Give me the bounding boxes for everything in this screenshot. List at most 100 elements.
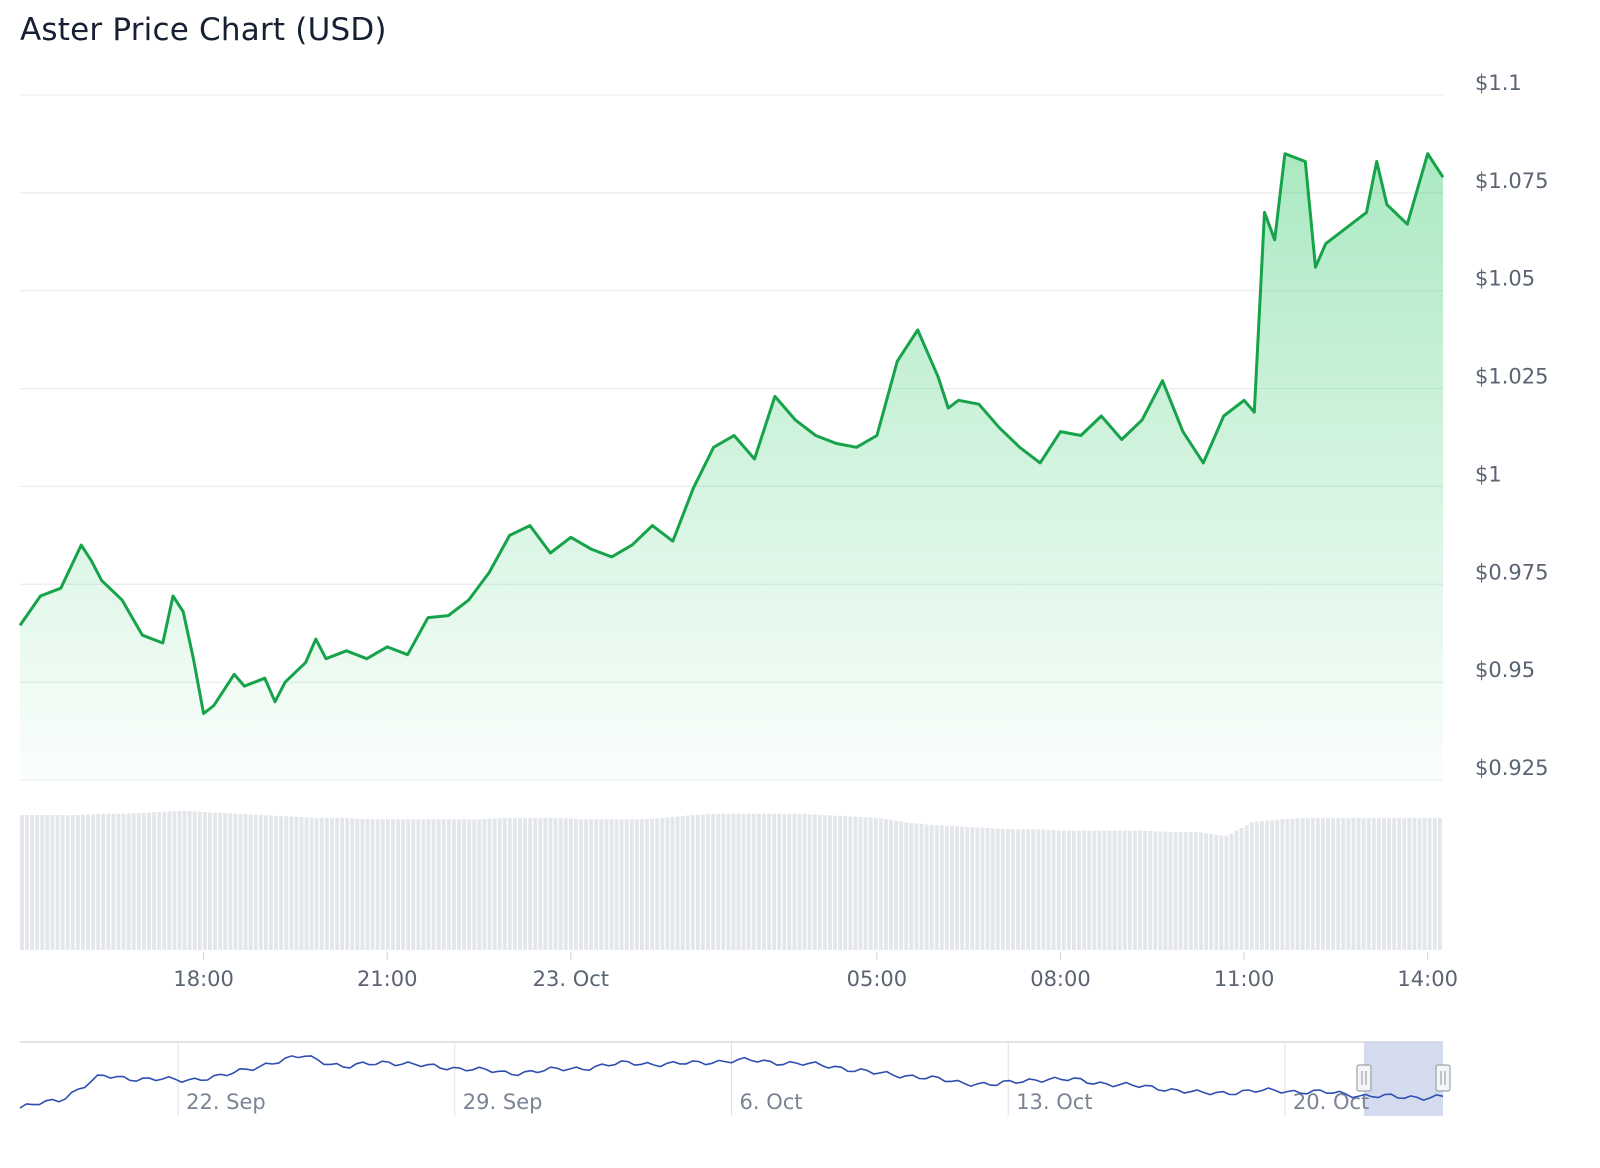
volume-bar bbox=[772, 813, 777, 950]
volume-bar bbox=[1376, 817, 1381, 950]
volume-bar bbox=[1254, 821, 1259, 950]
volume-bar bbox=[1097, 830, 1102, 950]
volume-bar bbox=[558, 818, 563, 950]
volume-bar bbox=[253, 814, 258, 950]
volume-bar bbox=[111, 813, 116, 950]
volume-bar bbox=[187, 811, 192, 950]
volume-bar bbox=[1016, 829, 1020, 950]
volume-bar bbox=[904, 822, 909, 950]
volume-bar bbox=[350, 818, 355, 950]
volume-bar bbox=[1321, 817, 1325, 950]
volume-bar bbox=[40, 815, 45, 950]
volume-bar bbox=[1173, 832, 1178, 950]
volume-bar bbox=[487, 818, 492, 950]
volume-bar bbox=[370, 819, 375, 950]
volume-bar bbox=[777, 813, 782, 950]
volume-bar bbox=[1412, 817, 1417, 950]
volume-bar bbox=[1336, 817, 1341, 950]
volume-bar bbox=[1087, 830, 1092, 950]
volume-bar bbox=[406, 819, 411, 950]
volume-bar bbox=[512, 817, 517, 950]
volume-bar bbox=[426, 819, 431, 950]
volume-bar bbox=[1326, 817, 1330, 950]
y-tick-label: $0.925 bbox=[1475, 756, 1548, 780]
y-tick-label: $1.025 bbox=[1475, 365, 1548, 389]
volume-bar bbox=[1346, 817, 1351, 950]
volume-bar bbox=[269, 815, 273, 950]
volume-bar bbox=[1204, 833, 1209, 950]
volume-bar bbox=[1427, 817, 1432, 950]
volume-bar bbox=[594, 819, 599, 950]
volume-bar bbox=[970, 827, 975, 950]
volume-bar bbox=[1422, 817, 1427, 950]
volume-bar bbox=[716, 813, 721, 950]
volume-bar bbox=[680, 815, 685, 950]
volume-bar bbox=[324, 817, 329, 950]
volume-bar bbox=[396, 819, 400, 950]
volume-bar bbox=[441, 819, 446, 950]
volume-bar bbox=[690, 814, 695, 950]
volume-bar bbox=[1437, 817, 1442, 950]
volume-bar bbox=[660, 818, 665, 950]
navigator-handle-left[interactable] bbox=[1356, 1064, 1372, 1092]
volume-bar bbox=[1219, 835, 1224, 950]
volume-bar bbox=[1036, 829, 1041, 950]
navigator-handle-right[interactable] bbox=[1435, 1064, 1451, 1092]
volume-bar bbox=[482, 818, 487, 950]
volume-bar bbox=[1102, 830, 1107, 950]
volume-bar bbox=[787, 813, 792, 950]
volume-bar bbox=[20, 815, 24, 950]
volume-bar bbox=[1300, 818, 1305, 950]
volume-bar bbox=[1417, 817, 1422, 950]
volume-bar bbox=[1234, 830, 1239, 950]
volume-bar bbox=[86, 814, 90, 950]
volume-bar bbox=[980, 827, 985, 950]
volume-bar bbox=[345, 818, 350, 950]
volume-bar bbox=[655, 818, 660, 950]
volume-bar bbox=[177, 810, 182, 950]
volume-bar bbox=[767, 813, 771, 950]
chart-title: Aster Price Chart (USD) bbox=[20, 12, 387, 48]
volume-bar bbox=[817, 814, 822, 950]
volume-bar bbox=[213, 812, 218, 950]
volume-bar bbox=[360, 818, 365, 950]
x-tick-label: 21:00 bbox=[357, 967, 418, 991]
volume-bar bbox=[355, 818, 360, 950]
volume-bar bbox=[624, 819, 629, 950]
volume-bar bbox=[1397, 817, 1402, 950]
volume-bar bbox=[741, 813, 746, 950]
volume-bar bbox=[1092, 830, 1097, 950]
volume-bar bbox=[568, 818, 573, 950]
volume-bar bbox=[1229, 833, 1234, 950]
volume-bar bbox=[1168, 832, 1173, 950]
volume-bar bbox=[899, 821, 904, 950]
volume-bar bbox=[284, 816, 289, 950]
volume-bar bbox=[584, 819, 588, 950]
volume-bar bbox=[238, 813, 243, 950]
volume-bar bbox=[314, 817, 319, 950]
volume-bar bbox=[523, 817, 528, 950]
volume-bar bbox=[126, 813, 131, 950]
volume-bar bbox=[131, 813, 136, 950]
volume-bar bbox=[1122, 830, 1127, 950]
volume-bar bbox=[685, 815, 690, 950]
volume-bar bbox=[157, 812, 162, 950]
volume-bar bbox=[451, 819, 456, 950]
volume-bar bbox=[421, 819, 426, 950]
volume-bar bbox=[243, 814, 248, 950]
volume-bar bbox=[30, 815, 35, 950]
volume-bar bbox=[1432, 817, 1437, 950]
volume-bar bbox=[1295, 818, 1300, 950]
volume-bar bbox=[873, 817, 878, 950]
volume-bar bbox=[162, 811, 167, 950]
navigator-selection[interactable] bbox=[1363, 1042, 1443, 1116]
volume-bar bbox=[1031, 829, 1036, 950]
volume-bar bbox=[136, 813, 141, 950]
volume-bar bbox=[1077, 830, 1081, 950]
volume-bar bbox=[457, 819, 461, 950]
volume-bar bbox=[1138, 830, 1142, 950]
navigator-tick-label: 6. Oct bbox=[740, 1090, 803, 1114]
volume-bar bbox=[609, 819, 614, 950]
navigator[interactable]: 22. Sep 29. Sep 6. Oct 13. Oct 20. Oct bbox=[19, 1041, 1451, 1116]
